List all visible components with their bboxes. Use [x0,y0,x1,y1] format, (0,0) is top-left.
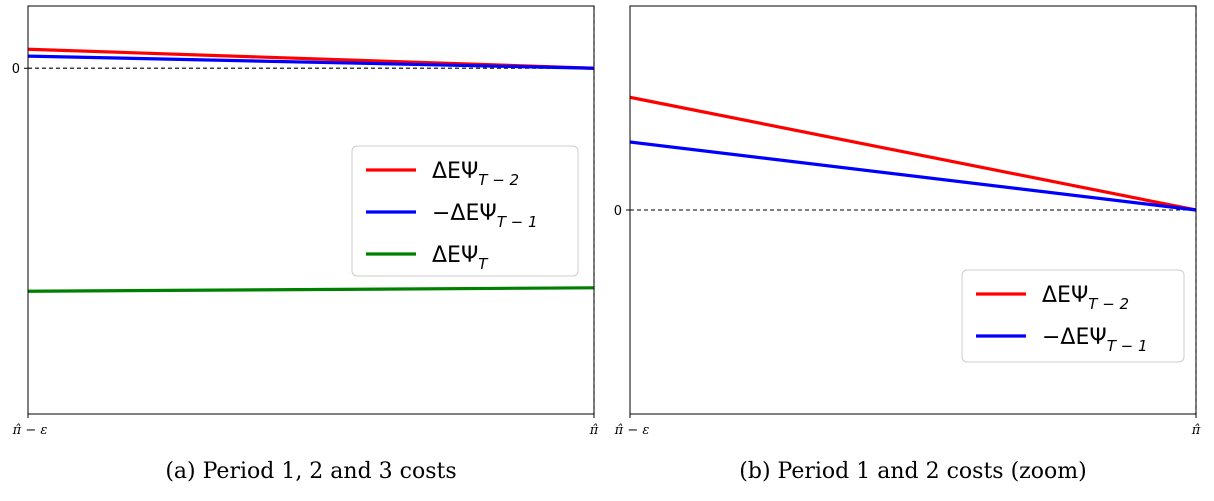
legend: ΔEΨT − 2−ΔEΨT − 1 [961,269,1185,363]
legend-subscript: T − 2 [478,171,519,189]
series-line-1 [629,95,1197,212]
x-tick-label: π̂ [1191,423,1201,438]
axes-frame [27,5,595,415]
legend-subscript: T − 2 [1088,295,1129,313]
y-tick-label: 0 [12,62,20,77]
x-tick-label: π̂ − ε [12,423,48,438]
legend-subscript: T [478,255,489,273]
legend-subscript: T − 1 [497,213,538,231]
panel-caption: (a) Period 1, 2 and 3 costs [165,459,456,484]
y-tick-label: 0 [614,204,622,219]
series-line-2 [629,140,1197,212]
x-tick-label: π̂ − ε [614,423,650,438]
series-line-3 [27,286,595,293]
panel-b-chart: 0 π̂ − ε π̂ ΔEΨT − 2−ΔEΨT − 1 (b) Period 1 a… [614,5,1201,484]
series-line-2 [27,54,595,70]
legend-subscript: T − 1 [1107,337,1148,355]
panel-caption: (b) Period 1 and 2 costs (zoom) [739,459,1086,484]
x-tick-label: π̂ [589,423,599,438]
legend-frame [351,145,579,277]
